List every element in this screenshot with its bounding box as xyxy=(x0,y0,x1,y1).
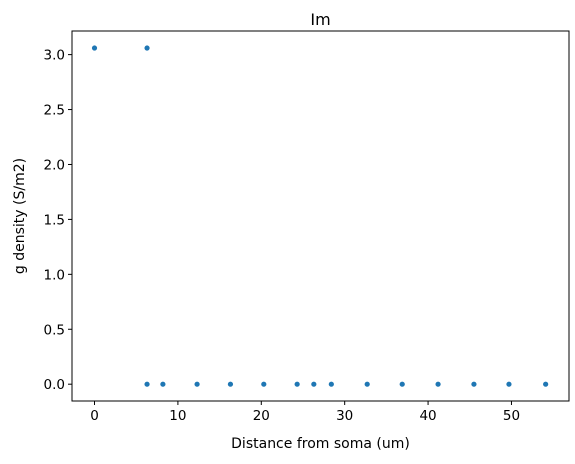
y-tick-label: 1.0 xyxy=(44,267,65,283)
y-tick-label: 0.0 xyxy=(44,377,65,393)
data-point xyxy=(194,381,200,387)
data-point xyxy=(364,381,370,387)
y-tick-label: 2.0 xyxy=(44,157,65,173)
x-tick-label: 50 xyxy=(503,408,520,424)
data-point xyxy=(506,381,512,387)
x-axis: 0 10 20 30 40 50 xyxy=(90,401,520,424)
data-point xyxy=(91,45,98,51)
data-point xyxy=(543,381,549,387)
x-tick-label: 30 xyxy=(336,408,353,424)
x-tick-label: 40 xyxy=(419,408,436,424)
data-point xyxy=(311,381,317,387)
data-point xyxy=(160,381,166,387)
data-point xyxy=(294,381,300,387)
y-tick-label: 2.5 xyxy=(44,103,65,119)
data-point xyxy=(261,381,267,387)
data-point xyxy=(471,381,477,387)
y-tick-label: 1.5 xyxy=(44,212,65,228)
plot-frame xyxy=(71,30,570,402)
y-tick-label: 0.5 xyxy=(44,322,65,338)
x-tick-label: 10 xyxy=(169,408,186,424)
data-point xyxy=(144,45,150,51)
plot-area: 0 10 20 30 40 50 0.0 0.5 1.0 1.5 2.0 2.5 3.0 xyxy=(44,30,570,424)
x-tick-label: 0 xyxy=(90,408,99,424)
data-point xyxy=(144,381,150,387)
data-point xyxy=(227,381,234,387)
y-tick-label: 3.0 xyxy=(44,48,65,64)
data-point xyxy=(399,381,405,387)
data-points xyxy=(91,45,549,387)
x-axis-label: Distance from soma (um) xyxy=(231,436,410,452)
chart-title: Im xyxy=(310,10,330,29)
data-point xyxy=(328,381,334,387)
y-axis: 0.0 0.5 1.0 1.5 2.0 2.5 3.0 xyxy=(44,48,72,393)
y-axis-label: g density (S/m2) xyxy=(12,158,28,274)
x-tick-label: 20 xyxy=(253,408,270,424)
data-point xyxy=(435,381,441,387)
